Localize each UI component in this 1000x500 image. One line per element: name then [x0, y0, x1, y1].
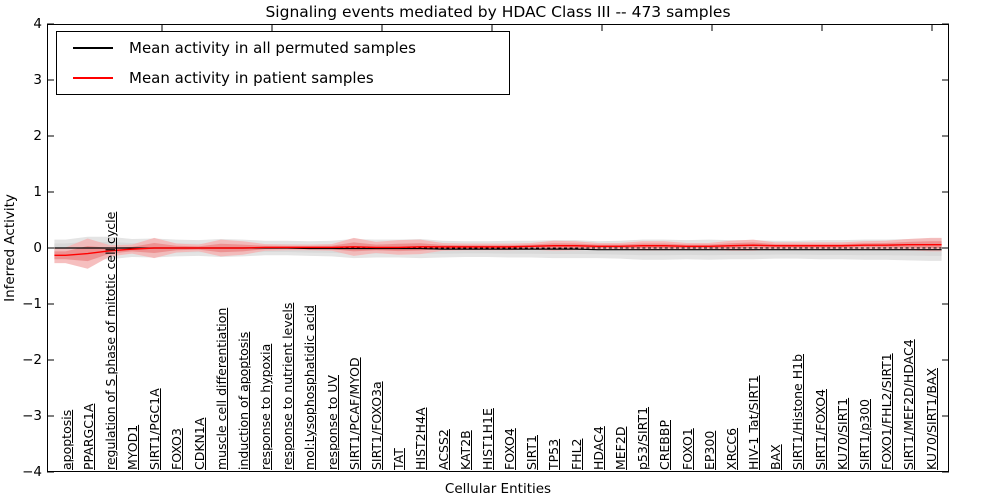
x-tick-label: muscle cell differentiation	[213, 307, 229, 470]
x-axis-label: Cellular Entities	[444, 481, 552, 497]
x-tick-label: PPARGC1A	[80, 403, 96, 470]
x-tick-label: response to UV	[324, 375, 340, 470]
x-tick-label: CDKN1A	[191, 417, 207, 470]
x-tick-label: p53/SIRT1	[635, 406, 651, 470]
legend-label-patient: Mean activity in patient samples	[129, 69, 374, 87]
x-tick-label: TAT	[391, 448, 407, 470]
x-tick-label: SIRT1/FOXO3a	[369, 381, 384, 470]
x-tick-label: KU70/SIRT1	[834, 397, 850, 470]
x-tick-label: MEF2D	[612, 426, 628, 470]
x-tick-label: SIRT1/Histone H1b	[790, 353, 806, 470]
x-tick-label: mol:Lysophosphatidic acid	[302, 305, 318, 470]
y-tick-label: −2	[22, 352, 42, 368]
x-tick-label: SIRT1/PCAF/MYOD	[346, 357, 362, 470]
y-tick-label: 3	[33, 72, 42, 88]
x-tick-label: EP300	[701, 430, 717, 470]
legend-label-permuted: Mean activity in all permuted samples	[129, 39, 416, 57]
x-tick-label: SIRT1/FOXO4	[812, 389, 828, 470]
x-tick-label: FOXO3	[169, 428, 185, 470]
x-tick-label: ACSS2	[435, 429, 451, 470]
x-tick-label: SIRT1	[524, 435, 540, 470]
x-tick-label: MYOD1	[125, 424, 141, 470]
legend-item-patient: Mean activity in patient samples	[57, 64, 509, 92]
x-tick-label: TP53	[546, 438, 562, 470]
y-tick-label: −4	[22, 464, 42, 480]
x-tick-label: HIST1H1E	[479, 408, 495, 470]
x-tick-label: response to nutrient levels	[280, 302, 296, 470]
patient-line-swatch	[73, 77, 113, 79]
x-tick-label: BAX	[768, 444, 784, 470]
y-tick-label: 4	[33, 16, 42, 32]
x-tick-label: SIRT1/PGC1A	[147, 388, 163, 470]
x-tick-label: response to hypoxia	[258, 343, 274, 470]
x-tick-label: apoptosis	[58, 409, 74, 470]
patient-mean-line	[54, 243, 942, 256]
x-tick-label: regulation of S phase of mitotic cell cy…	[102, 211, 118, 470]
x-tick-label: FOXO1/FHL2/SIRT1	[879, 353, 895, 470]
x-tick-label: SIRT1/p300	[856, 399, 872, 470]
legend-item-permuted: Mean activity in all permuted samples	[57, 34, 509, 62]
y-tick-label: −3	[22, 408, 42, 424]
y-tick-label: −1	[22, 296, 42, 312]
x-tick-label: induction of apoptosis	[235, 331, 251, 470]
y-tick-label: 2	[33, 128, 42, 144]
x-tick-label: HIST2H4A	[413, 407, 429, 470]
x-tick-label: KU70/SIRT1/BAX	[923, 367, 939, 470]
permuted-line-swatch	[73, 47, 113, 49]
x-tick-label: XRCC6	[723, 427, 739, 470]
chart-title: Signaling events mediated by HDAC Class …	[265, 3, 731, 21]
y-tick-label: 0	[33, 240, 42, 256]
x-tick-label: FHL2	[568, 438, 584, 470]
x-tick-label: KAT2B	[457, 430, 473, 470]
legend: Mean activity in all permuted samples Me…	[56, 31, 510, 95]
x-tick-label: FOXO4	[502, 428, 518, 470]
x-tick-label: CREBBP	[657, 420, 673, 470]
x-tick-label: FOXO1	[679, 428, 695, 470]
x-tick-label: SIRT1/MEF2D/HDAC4	[901, 339, 917, 470]
x-tick-label: HDAC4	[590, 426, 606, 470]
x-tick-label: HIV-1 Tat/SIRT1	[746, 375, 762, 470]
y-tick-label: 1	[33, 184, 42, 200]
